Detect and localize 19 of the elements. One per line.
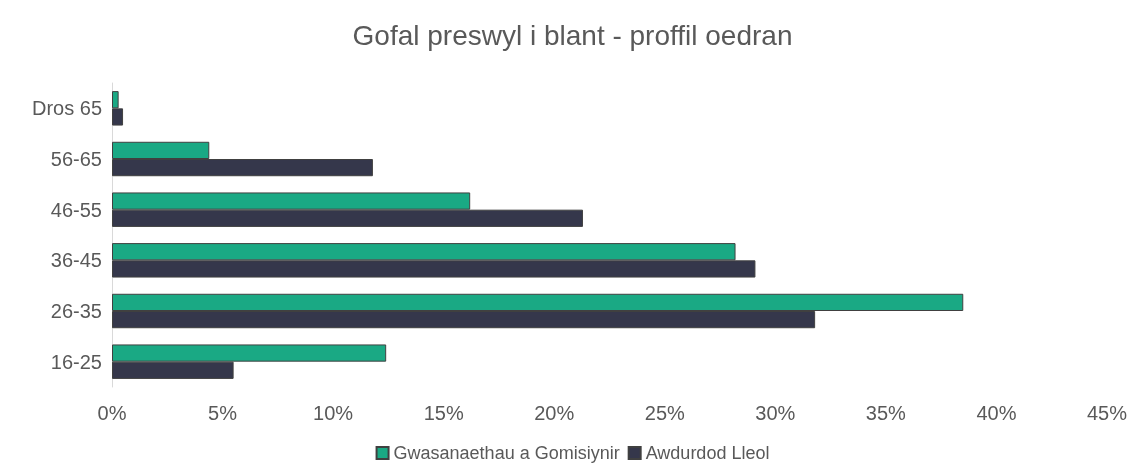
- chart-title: Gofal preswyl i blant - proffil oedran: [352, 19, 793, 51]
- y-tick-label: 46-55: [50, 198, 102, 221]
- x-tick-label: 25%: [644, 402, 686, 424]
- y-tick-label: Dros 65: [31, 97, 102, 120]
- x-tick-label: 30%: [755, 402, 796, 424]
- x-tick-label: 45%: [1086, 402, 1128, 424]
- x-tick-label: 5%: [208, 402, 238, 424]
- x-tick-label: 0%: [97, 402, 127, 424]
- y-tick-label: 16-25: [50, 350, 102, 373]
- x-tick-label: 20%: [534, 402, 575, 424]
- x-tick-label: 15%: [423, 402, 464, 424]
- y-tick-label: 56-65: [50, 148, 102, 170]
- y-tick-label: 36-45: [50, 249, 102, 272]
- x-tick-label: 35%: [865, 402, 907, 424]
- x-tick-label: 10%: [313, 402, 354, 424]
- legend-label: Awdurdod Lleol: [645, 443, 770, 463]
- x-tick-label: 40%: [976, 402, 1017, 424]
- legend-label: Gwasanaethau a Gomisiynir: [393, 443, 620, 463]
- y-tick-label: 26-35: [50, 300, 102, 322]
